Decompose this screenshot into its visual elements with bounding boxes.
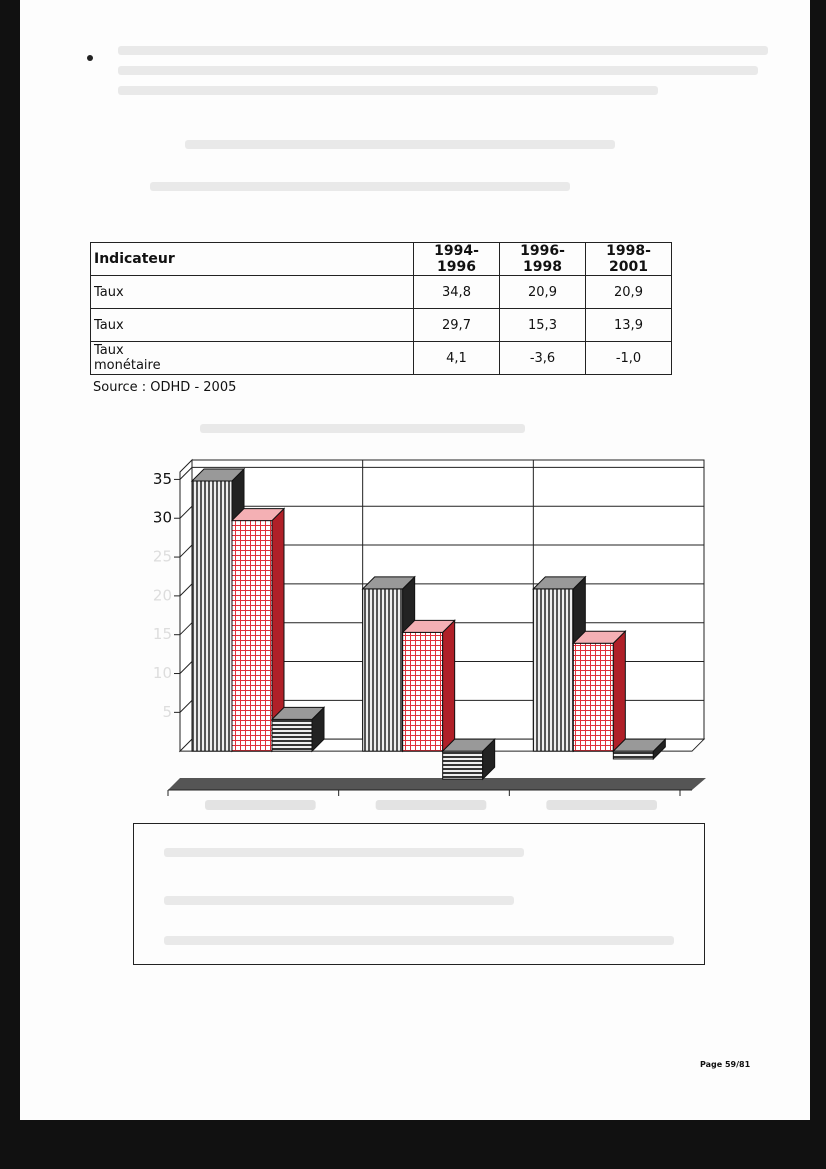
faded-text [164, 896, 514, 905]
bar-top [532, 576, 587, 590]
y-tick-label: 25 [153, 548, 172, 566]
bar [231, 520, 273, 752]
y-tick-label: 20 [153, 586, 172, 604]
value-cell: -1,0 [585, 341, 672, 375]
bar [572, 642, 614, 752]
table-row: Taux monétaire 4,1 -3,6 -1,0 [90, 341, 672, 375]
bar [532, 588, 574, 752]
bar-side [442, 619, 456, 753]
bar [442, 750, 484, 780]
y-tick-label: 5 [162, 703, 172, 721]
bar-top [190, 468, 246, 482]
faded-text [118, 46, 768, 55]
label-cell: Taux monétaire [90, 341, 414, 375]
page-number: Page 59/81 [700, 1060, 751, 1069]
faded-text [200, 424, 525, 433]
floor-base [168, 778, 706, 790]
category-label-faded [375, 800, 487, 810]
bar-top [270, 706, 326, 720]
bar-side [612, 630, 626, 753]
bar [271, 718, 313, 752]
grid-line [179, 466, 704, 480]
value-cell: 4,1 [413, 341, 500, 375]
faded-text [118, 86, 658, 95]
bar-top [401, 619, 456, 633]
bar-top [441, 738, 496, 752]
y-tick-label: 35 [153, 470, 172, 488]
faded-text [185, 140, 615, 149]
bullet [87, 55, 93, 61]
value-cell: -3,6 [499, 341, 586, 375]
bar-top [612, 738, 667, 752]
y-tick-label: 15 [153, 625, 172, 643]
bar [612, 750, 654, 760]
side-wall [179, 458, 193, 753]
bar-top [572, 630, 627, 644]
header-cell: 1998-2001 [585, 242, 672, 276]
category-label-faded [546, 800, 657, 810]
bar [191, 480, 233, 752]
bar-top [361, 576, 416, 590]
y-tick-label: 10 [153, 664, 172, 682]
category-label-faded [205, 800, 316, 810]
header-cell: Indicateur [90, 242, 414, 276]
source: Source : ODHD - 2005 [93, 380, 237, 395]
table-row: Taux 29,7 15,3 13,9 [90, 308, 672, 342]
header-cell: 1994-1996 [413, 242, 500, 276]
faded-text [150, 182, 570, 191]
bar [362, 588, 404, 752]
label-cell: Taux [90, 275, 414, 309]
data-table: Indicateur 1994-1996 1996-1998 1998-2001 Tau… [90, 242, 672, 375]
bar [402, 631, 444, 752]
faded-text [164, 848, 524, 857]
header-row: Indicateur 1994-1996 1996-1998 1998-2001 [90, 242, 672, 276]
faded-text [118, 66, 758, 75]
value-cell: 20,9 [585, 275, 672, 309]
y-tick-label: 30 [153, 509, 172, 527]
legend-box [133, 823, 705, 965]
table-row: Taux 34,8 20,9 20,9 [90, 275, 672, 309]
faded-text [164, 936, 674, 945]
header-cell: 1996-1998 [499, 242, 586, 276]
bar-top [230, 508, 286, 522]
